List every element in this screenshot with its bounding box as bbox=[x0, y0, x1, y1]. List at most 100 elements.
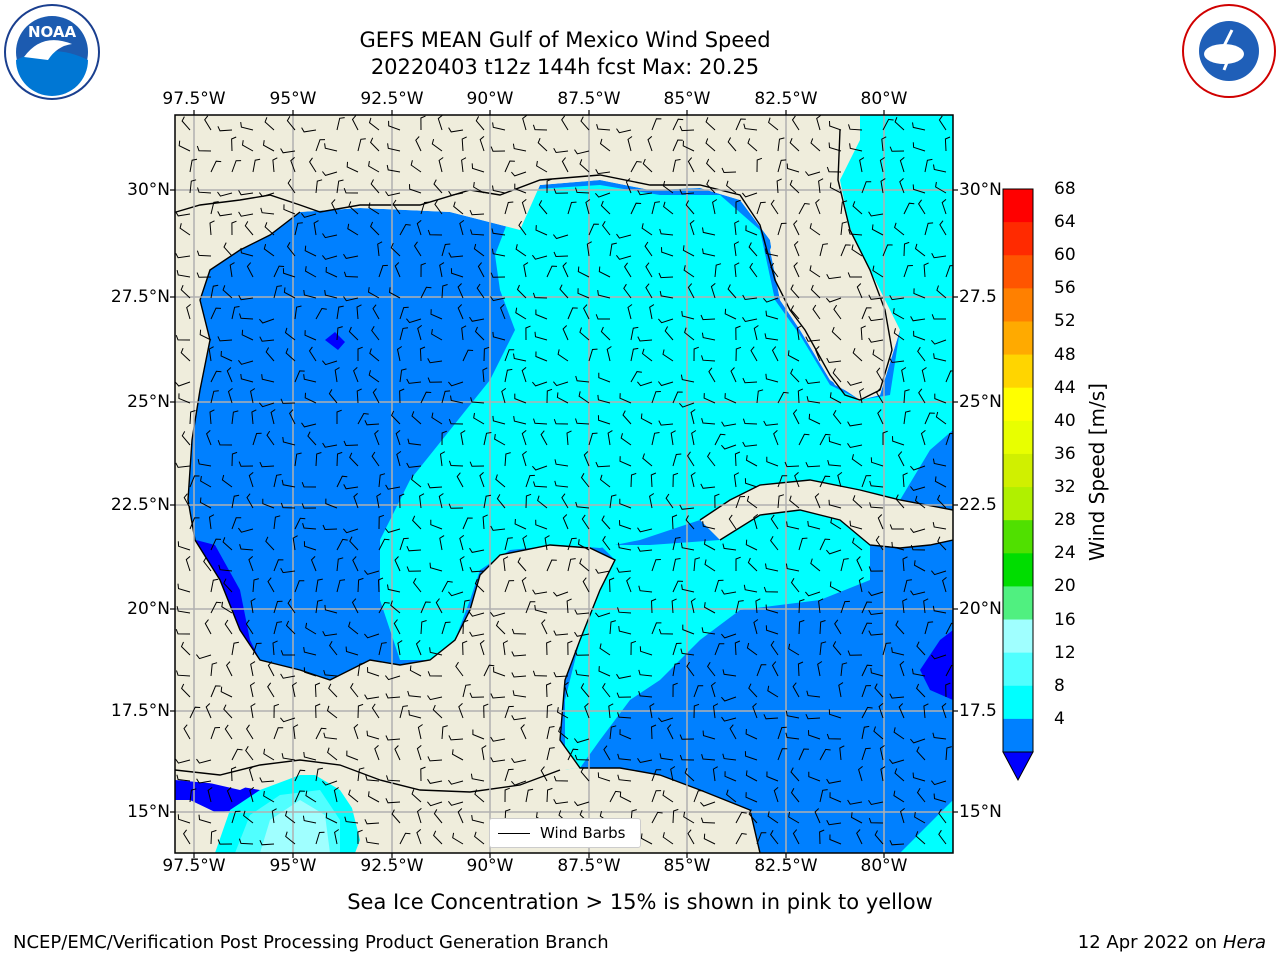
wind-barb bbox=[302, 815, 317, 824]
wind-barb bbox=[840, 200, 848, 215]
wind-barb bbox=[357, 577, 364, 593]
wind-barb bbox=[641, 223, 653, 236]
wind-barb bbox=[325, 498, 338, 509]
wind-barb bbox=[937, 494, 947, 509]
wind-barb bbox=[544, 535, 550, 551]
wind-barb bbox=[679, 504, 695, 510]
wind-barb bbox=[210, 370, 222, 383]
wind-barb bbox=[647, 136, 653, 152]
wind-barb bbox=[897, 451, 905, 467]
wind-barb bbox=[730, 367, 737, 383]
wind-barb bbox=[243, 810, 254, 824]
wind-barb bbox=[346, 750, 359, 761]
sea-ice-caption: Sea Ice Concentration > 15% is shown in … bbox=[347, 890, 933, 914]
wind-barb bbox=[873, 726, 884, 740]
wind-barb bbox=[872, 265, 884, 278]
wind-barb bbox=[793, 220, 800, 236]
wind-barb bbox=[303, 289, 317, 299]
wind-barb bbox=[412, 578, 422, 593]
wind-barb bbox=[238, 211, 254, 217]
wind-barb bbox=[616, 128, 632, 134]
wind-barb bbox=[448, 460, 464, 467]
wind-barb bbox=[672, 682, 678, 698]
wind-barb bbox=[658, 717, 674, 723]
wind-barb bbox=[293, 724, 299, 740]
wind-barb bbox=[650, 598, 657, 614]
wind-barb bbox=[556, 707, 569, 719]
lat-tick-right: 27.5 bbox=[959, 287, 997, 307]
wind-barb bbox=[282, 268, 296, 278]
wind-barb bbox=[702, 248, 716, 257]
wind-barb bbox=[892, 436, 905, 446]
wind-barb bbox=[567, 201, 577, 215]
wind-barb bbox=[575, 418, 590, 425]
lon-tick-bottom: 82.5°W bbox=[754, 856, 818, 876]
wind-barb bbox=[819, 829, 825, 845]
wind-barb bbox=[651, 391, 661, 404]
wind-barb bbox=[368, 117, 380, 131]
wind-barb bbox=[294, 769, 306, 782]
wind-barb bbox=[933, 793, 947, 803]
wind-barb bbox=[357, 412, 369, 425]
wind-barb bbox=[546, 265, 558, 278]
wind-barb bbox=[735, 325, 741, 341]
wind-barb bbox=[847, 443, 863, 449]
wind-barb bbox=[540, 430, 548, 446]
map-title-line1: GEFS MEAN Gulf of Mexico Wind Speed bbox=[359, 28, 771, 52]
lon-tick-top: 87.5°W bbox=[557, 89, 621, 109]
wind-barb bbox=[644, 241, 653, 257]
lat-tick-left: 20°N bbox=[127, 599, 170, 619]
wind-barb bbox=[385, 798, 401, 804]
wind-barb bbox=[474, 831, 485, 845]
wind-barb bbox=[831, 326, 842, 341]
wind-barb bbox=[679, 734, 695, 740]
wind-barb bbox=[457, 283, 464, 299]
colorbar-tick-label: 48 bbox=[1054, 344, 1076, 365]
wind-barb bbox=[923, 703, 929, 719]
wind-barb bbox=[567, 640, 573, 656]
wind-barb bbox=[399, 705, 408, 719]
wind-barb bbox=[322, 780, 338, 786]
wind-barb bbox=[557, 349, 569, 362]
wind-barb bbox=[798, 748, 809, 761]
wind-barb bbox=[427, 778, 443, 784]
wind-barb bbox=[756, 389, 764, 404]
wind-barb bbox=[601, 515, 611, 530]
wind-barb bbox=[469, 209, 485, 216]
wind-barb bbox=[931, 314, 946, 320]
colorbar-tick-label: 36 bbox=[1054, 443, 1076, 464]
wind-barb bbox=[735, 600, 744, 614]
legend-line-swatch bbox=[498, 832, 530, 834]
wind-barb bbox=[429, 562, 443, 572]
wind-barb bbox=[231, 306, 240, 320]
wind-barb bbox=[651, 118, 662, 131]
wind-barb bbox=[651, 769, 662, 782]
wind-barb bbox=[303, 751, 317, 761]
calm-area-spot bbox=[325, 332, 345, 350]
wind-barb bbox=[409, 184, 422, 194]
wind-barb bbox=[224, 724, 233, 740]
wind-barb bbox=[815, 346, 821, 362]
wind-barb bbox=[819, 620, 826, 635]
wind-barb bbox=[882, 244, 893, 257]
wind-barb bbox=[348, 621, 359, 635]
wind-barb bbox=[294, 517, 306, 530]
wind-barb bbox=[679, 402, 695, 408]
wind-barb bbox=[514, 183, 527, 194]
lon-tick-bottom: 85°W bbox=[663, 856, 711, 876]
wind-barb bbox=[574, 609, 590, 615]
wind-barb bbox=[457, 304, 464, 320]
wind-barb bbox=[693, 685, 704, 698]
wind-barb bbox=[729, 724, 737, 740]
wind-barb bbox=[525, 601, 536, 614]
wind-barb bbox=[630, 640, 637, 656]
wind-barb bbox=[682, 624, 695, 635]
wind-barb bbox=[239, 313, 254, 320]
wind-barb bbox=[534, 331, 548, 341]
wind-barb bbox=[630, 347, 639, 362]
wind-barb bbox=[861, 747, 871, 761]
wind-barb bbox=[525, 474, 535, 488]
wind-barb bbox=[385, 191, 401, 197]
wind-barb bbox=[670, 766, 676, 782]
wind-barb bbox=[210, 601, 222, 614]
